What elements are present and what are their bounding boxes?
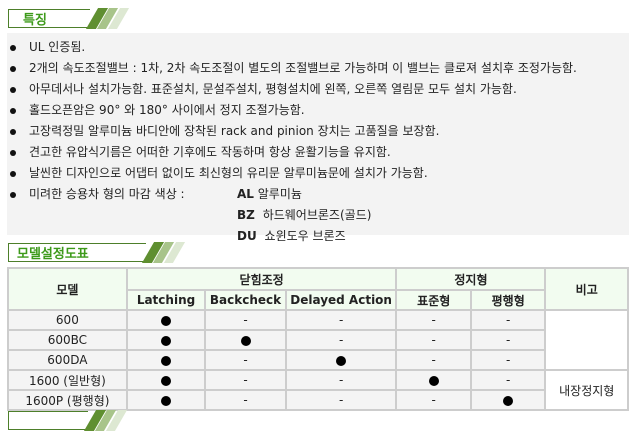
feature-item: 홀드오픈암은 90° 와 180° 사이에서 정지 조절가능함. [7, 100, 629, 121]
bullet-icon [10, 171, 16, 177]
finish-color: DU 쇼윈도우 브론즈 [237, 229, 346, 243]
filled-circle-icon [161, 315, 172, 326]
bullet-icon [10, 87, 16, 93]
filled-circle-icon [240, 335, 251, 346]
feature-text: UL 인증됨. [29, 40, 86, 54]
feature-cell: - [284, 389, 398, 411]
model-cell: 600DA [7, 349, 128, 371]
model-cell: 600 [7, 309, 128, 331]
feature-item: 미려한 승용차 형의 마감 색상 : AL 알루미늄 [7, 184, 629, 205]
feature-cell [284, 349, 398, 371]
bullet-icon [10, 129, 16, 135]
filled-circle-icon [161, 395, 172, 406]
filled-circle-icon [503, 395, 514, 406]
feature-cell: - [469, 349, 547, 371]
feature-text: 홀드오픈암은 90° 와 180° 사이에서 정지 조절가능함. [29, 103, 305, 117]
feature-cell: - [204, 389, 287, 411]
feature-list: UL 인증됨. 2개의 속도조절밸브 : 1차, 2차 속도조절이 별도의 조절밸… [7, 33, 629, 205]
feature-cell: - [395, 389, 472, 411]
header-model: 모델 [7, 267, 128, 311]
section-title [8, 411, 88, 430]
feature-text: 미려한 승용차 형의 마감 색상 : [29, 187, 185, 201]
feature-cell: - [204, 349, 287, 371]
feature-cell: - [395, 329, 472, 351]
feature-cell [395, 369, 472, 391]
feature-cell: - [204, 369, 287, 391]
feature-cell: - [395, 309, 472, 331]
feature-cell: - [395, 349, 472, 371]
table-row: 600BC - - - [7, 329, 628, 351]
filled-circle-icon [161, 355, 172, 366]
subheader-cell: Backcheck [204, 289, 287, 311]
model-cell: 1600 (일반형) [7, 369, 128, 391]
feature-text: 고장력정밀 알루미늄 바디안에 장착된 rack and pinion 장치는 … [29, 124, 440, 138]
header-closing-adjust: 닫힘조정 [125, 267, 398, 291]
header-note: 비고 [544, 267, 629, 311]
table-row: 1600P (평행형) - - - [7, 389, 628, 411]
feature-item: 아무데서나 설치가능함. 표준설치, 문설주설치, 평형설치에 왼쪽, 오른쪽 … [7, 79, 629, 100]
model-selection-table: 모델 닫힘조정 정지형 비고 Latching Backcheck Delayed … [7, 267, 629, 411]
feature-cell: - [469, 329, 547, 351]
header-stripes-decoration [83, 410, 128, 431]
feature-text: 견고한 유압식기름은 어떠한 기후에도 작동하며 항상 윤활기능을 유지함. [29, 145, 391, 159]
feature-cell [204, 329, 287, 351]
filled-circle-icon [161, 335, 172, 346]
feature-cell: - [284, 329, 398, 351]
feature-item: 고장력정밀 알루미늄 바디안에 장착된 rack and pinion 장치는 … [7, 121, 629, 142]
section-title: 모델설정도표 [8, 243, 146, 262]
feature-text: 아무데서나 설치가능함. 표준설치, 문설주설치, 평형설치에 왼쪽, 오른쪽 … [29, 82, 517, 96]
finish-color: AL 알루미늄 [237, 187, 302, 201]
feature-cell: - [469, 369, 547, 391]
header-stripes-decoration [141, 242, 186, 263]
feature-cell: - [469, 309, 547, 331]
note-cell: 내장정지형 [544, 369, 629, 411]
feature-cell [125, 329, 207, 351]
subheader-cell: Latching [125, 289, 207, 311]
bullet-icon [10, 192, 16, 198]
feature-item: 견고한 유압식기름은 어떠한 기후에도 작동하며 항상 윤활기능을 유지함. [7, 142, 629, 163]
features-section-header: 특징 [8, 8, 130, 29]
bullet-icon [10, 150, 16, 156]
bullet-icon [10, 108, 16, 114]
model-cell: 600BC [7, 329, 128, 351]
filled-circle-icon [428, 375, 439, 386]
feature-cell: - [284, 309, 398, 331]
table-row: 1600 (일반형) - - - 내장정지형 [7, 369, 629, 411]
header-stripes-decoration [85, 8, 130, 29]
feature-item: 2개의 속도조절밸브 : 1차, 2차 속도조절이 별도의 조절밸브로 가능하며… [7, 58, 629, 79]
bullet-icon [10, 45, 16, 51]
table-row: 600- - - - [7, 309, 629, 371]
feature-cell [469, 389, 547, 411]
next-section-header [8, 410, 128, 431]
filled-circle-icon [336, 355, 347, 366]
feature-cell [125, 369, 207, 391]
feature-text: 날씬한 디자인으로 어댑터 없이도 최신형의 유리문 알루미늄문에 설치가 가능… [29, 166, 428, 180]
feature-cell: - [204, 309, 287, 331]
model-cell: 1600P (평행형) [7, 389, 128, 411]
subheader-cell: Delayed Action [284, 289, 398, 311]
subheader-cell: 표준형 [395, 289, 472, 311]
bullet-icon [10, 66, 16, 72]
finish-color: BZ 하드웨어브론즈(골드) [237, 208, 372, 222]
note-cell [544, 309, 629, 371]
subheader-cell: 평행형 [469, 289, 547, 311]
feature-cell: - [284, 369, 398, 391]
filled-circle-icon [161, 375, 172, 386]
feature-cell [125, 349, 207, 371]
model-section-header: 모델설정도표 [8, 242, 186, 263]
section-title: 특징 [8, 9, 90, 28]
features-panel: UL 인증됨. 2개의 속도조절밸브 : 1차, 2차 속도조절이 별도의 조절밸… [7, 33, 629, 243]
feature-item: 날씬한 디자인으로 어댑터 없이도 최신형의 유리문 알루미늄문에 설치가 가능… [7, 163, 629, 184]
feature-item: UL 인증됨. [7, 37, 629, 58]
header-hold-open: 정지형 [395, 267, 547, 291]
table-row: 600DA - - - [7, 349, 628, 371]
feature-cell [125, 389, 207, 411]
feature-cell [125, 309, 207, 331]
feature-text: 2개의 속도조절밸브 : 1차, 2차 속도조절이 별도의 조절밸브로 가능하며… [29, 61, 577, 75]
